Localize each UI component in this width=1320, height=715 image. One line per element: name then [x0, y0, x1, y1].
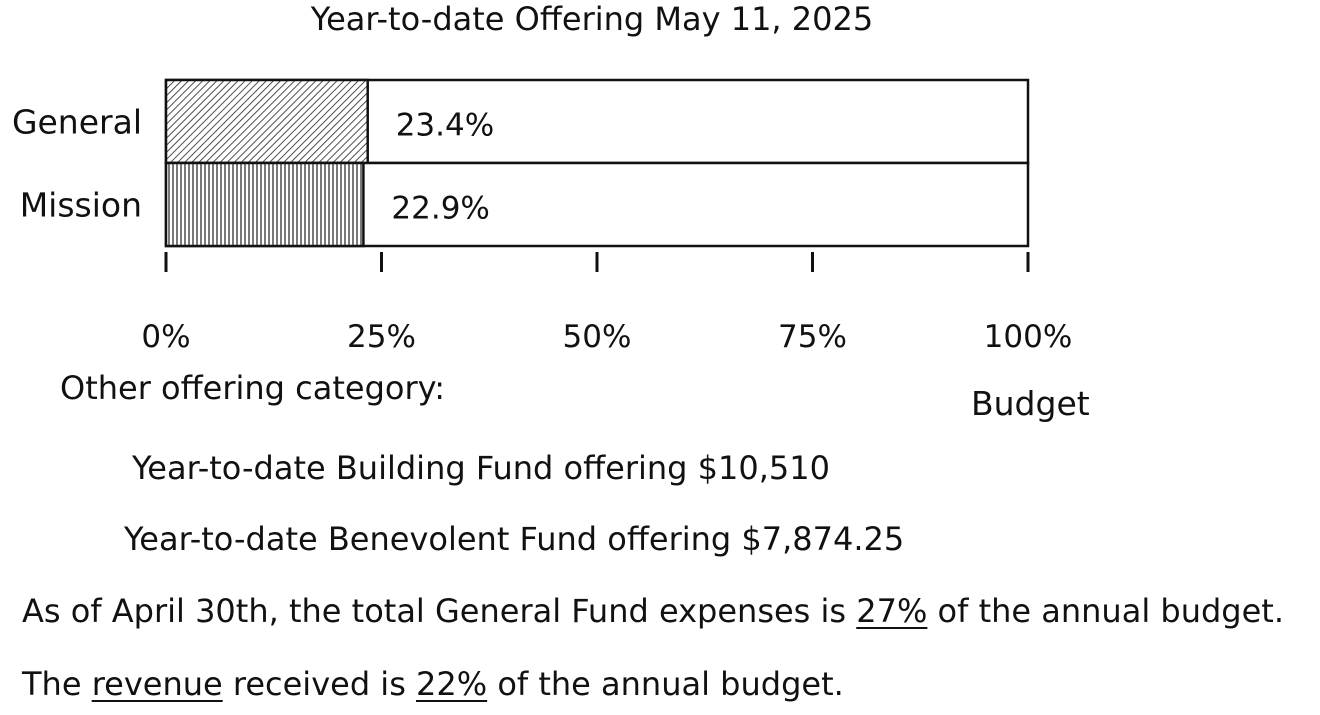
x-axis: 0% 25% 50% 75% 100% — [141, 252, 1072, 355]
expenses-percent: 27% — [856, 592, 928, 630]
budget-label: Budget — [971, 384, 1090, 423]
tick-label-50: 50% — [563, 319, 632, 355]
revenue-percent: 22% — [416, 665, 488, 703]
revenue-text-before: The — [22, 665, 92, 703]
category-label-mission: Mission — [20, 186, 142, 225]
tick-label-0: 0% — [141, 319, 190, 355]
value-bar-mission — [164, 161, 365, 248]
value-bar-general — [164, 78, 369, 165]
chart-title: Year-to-date Offering May 11, 2025 — [310, 0, 873, 38]
category-label-general: General — [12, 103, 142, 142]
value-label-general: 23.4% — [396, 108, 494, 144]
tick-label-100: 100% — [984, 319, 1073, 355]
revenue-text-after: of the annual budget. — [487, 665, 844, 703]
building-fund-note: Year-to-date Building Fund offering $10,… — [132, 449, 830, 487]
revenue-note: The revenue received is 22% of the annua… — [22, 668, 844, 700]
revenue-text-middle: received is — [222, 665, 417, 703]
expenses-note: As of April 30th, the total General Fund… — [22, 595, 1284, 627]
expenses-text-after: of the annual budget. — [927, 592, 1284, 630]
bars-layer: General 23.4% Mission 22.9% — [12, 78, 1030, 248]
revenue-word: revenue — [91, 665, 223, 703]
tick-label-25: 25% — [347, 319, 416, 355]
expenses-text-before: As of April 30th, the total General Fund… — [22, 592, 857, 630]
value-label-mission: 22.9% — [391, 191, 489, 227]
benevolent-fund-note: Year-to-date Benevolent Fund offering $7… — [124, 520, 905, 558]
other-offering-heading: Other offering category: — [60, 369, 446, 407]
tick-label-75: 75% — [778, 319, 847, 355]
offering-chart: Year-to-date Offering May 11, 2025 Gener… — [12, 0, 1072, 355]
